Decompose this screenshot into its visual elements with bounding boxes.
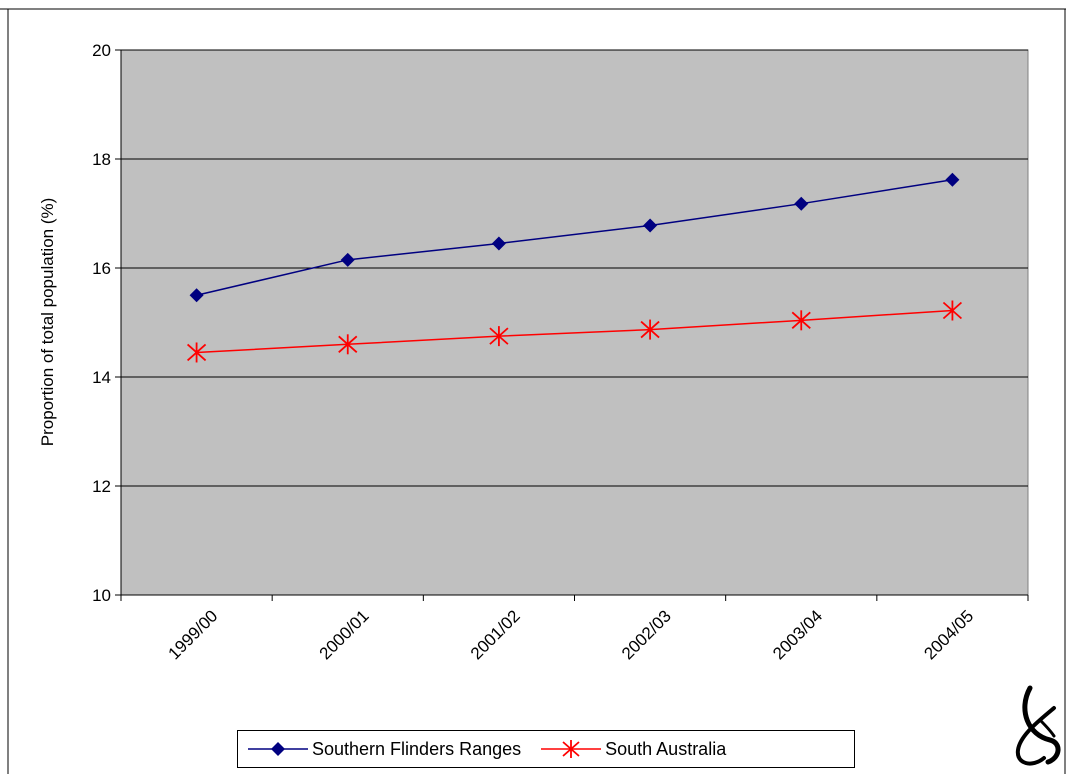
data-point — [794, 196, 809, 211]
data-point — [640, 319, 660, 340]
legend-swatch-asterisk-icon — [541, 740, 602, 758]
legend-label: South Australia — [605, 738, 727, 759]
legend-item-southern-flinders: Southern Flinders Ranges — [248, 739, 531, 760]
x-tick-label: 2000/01 — [316, 606, 373, 663]
x-tick-label: 1999/00 — [165, 606, 222, 663]
data-point — [945, 172, 960, 187]
series-line — [196, 309, 953, 354]
series-layer — [186, 172, 963, 363]
logo-icon — [1015, 685, 1061, 766]
data-point — [942, 300, 963, 321]
x-tick-label: 2003/04 — [769, 606, 826, 663]
y-tick-label: 14 — [92, 368, 111, 387]
plot-area — [120, 49, 1029, 596]
data-point — [489, 326, 509, 347]
y-tick-label: 16 — [92, 259, 111, 278]
data-point — [643, 218, 658, 233]
y-tick-label: 12 — [92, 477, 111, 496]
y-tick-label: 18 — [92, 150, 111, 169]
data-point — [189, 288, 204, 303]
data-point — [338, 334, 358, 355]
x-tick-label: 2001/02 — [467, 606, 524, 663]
legend-item-south-australia: South Australia — [541, 739, 736, 760]
series-line — [196, 178, 953, 296]
legend-label: Southern Flinders Ranges — [312, 738, 522, 759]
data-point — [340, 252, 355, 267]
y-axis-title: Proportion of total population (%) — [38, 198, 57, 447]
gridlines — [121, 49, 1028, 487]
data-point — [791, 310, 811, 331]
data-point — [186, 342, 207, 363]
x-tick-label: 2002/03 — [618, 606, 675, 663]
legend: Southern Flinders Ranges South Australia — [237, 730, 855, 768]
legend-swatch-diamond-icon — [248, 742, 308, 756]
x-tick-label: 2004/05 — [920, 606, 977, 663]
y-tick-label: 20 — [92, 41, 111, 60]
data-point — [491, 236, 506, 251]
y-tick-label: 10 — [92, 586, 111, 605]
